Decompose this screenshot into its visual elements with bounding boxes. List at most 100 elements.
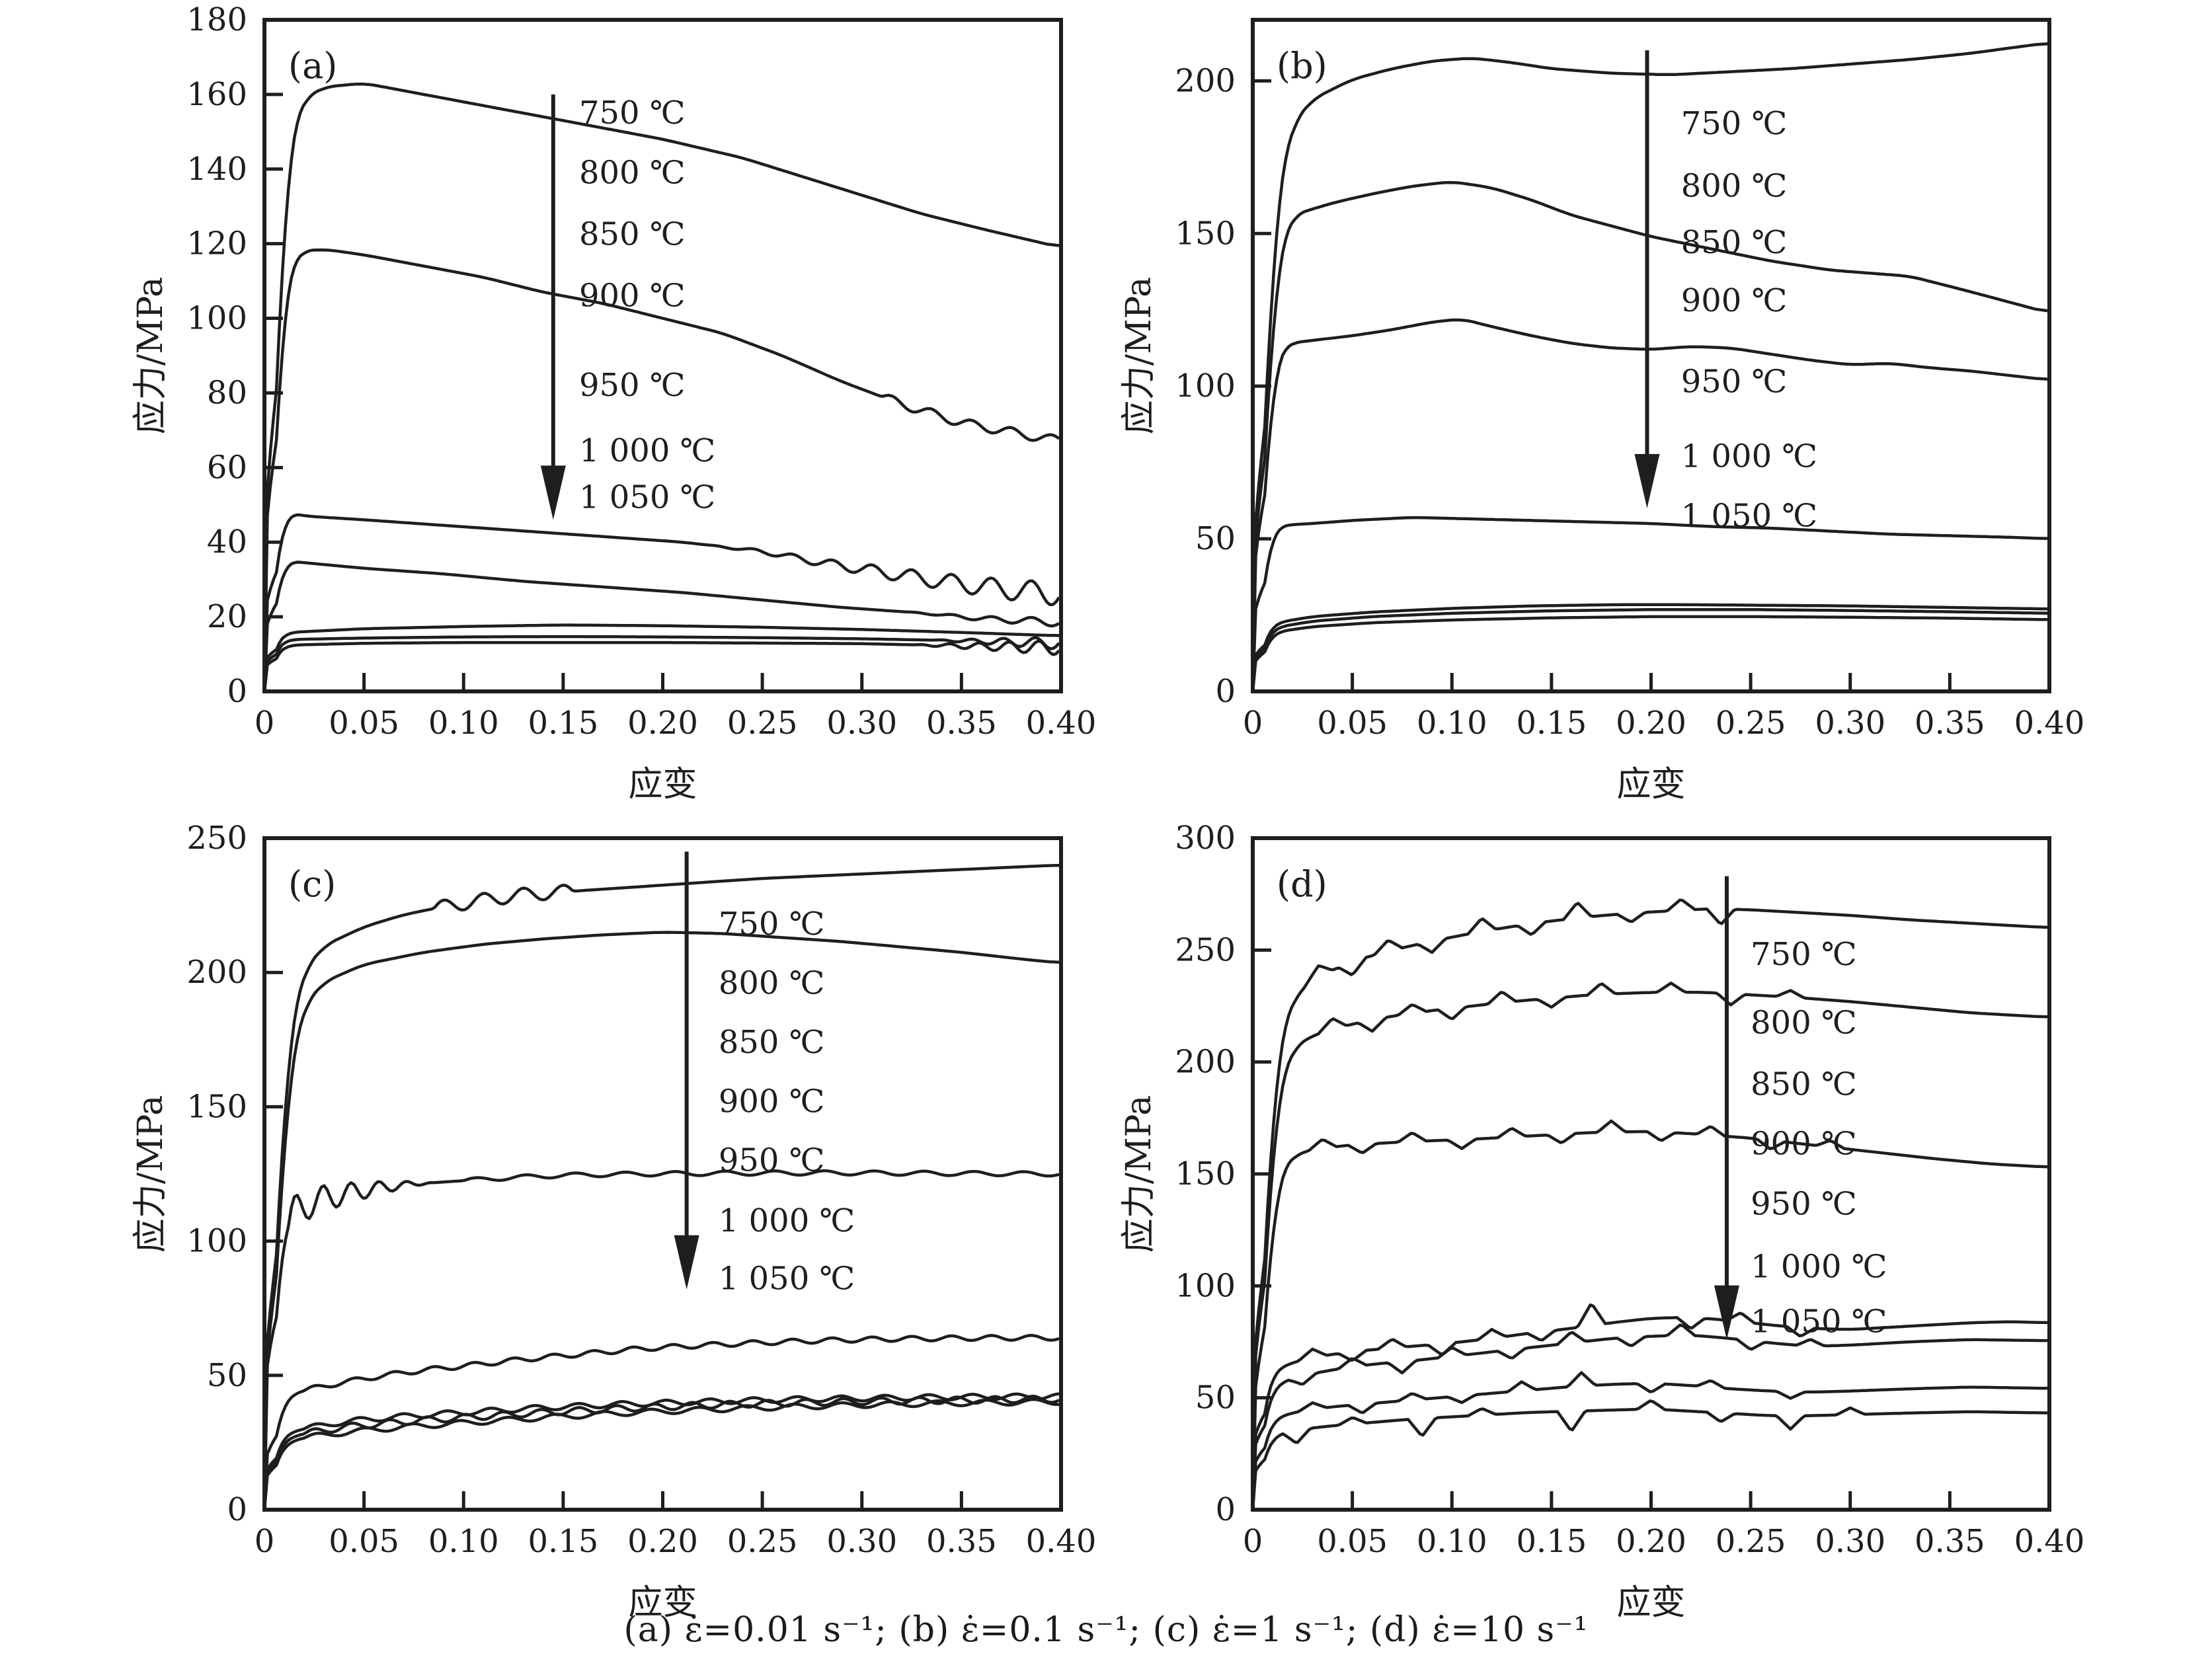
x-tick-label: 0.40 (1026, 1523, 1097, 1560)
x-tick-label: 0.10 (1417, 1523, 1487, 1560)
chart-d-svg: 0 50 100 150 200 250 300 0 0.05 0.10 0.15 0.20 0.25 0… (1119, 824, 2085, 1623)
stress-curve-850C (262, 513, 1060, 692)
x-tick-label: 0.20 (627, 1523, 698, 1560)
temperature-label: 1 000 ℃ (1681, 438, 1817, 475)
x-tick-label: 0.35 (1915, 705, 1985, 742)
stress-curve-850C (262, 1169, 1060, 1510)
temperature-label: 750 ℃ (1751, 936, 1857, 973)
y-tick-label: 100 (1175, 1267, 1236, 1304)
y-tick-label: 150 (1175, 215, 1236, 252)
stress-curve-1000C (262, 635, 1060, 692)
stress-curve-750C (262, 82, 1060, 692)
x-tick-label: 0.40 (1026, 705, 1097, 742)
plot-frame (1251, 18, 2051, 693)
temperature-label: 800 ℃ (1681, 168, 1788, 205)
x-tick-label: 0.35 (926, 1523, 997, 1560)
stress-curve-800C (262, 931, 1060, 1510)
x-tick-label: 0.15 (528, 705, 598, 742)
x-tick-label: 0 (255, 1523, 275, 1560)
y-tick-label: 100 (1175, 368, 1236, 405)
y-tick-label: 180 (186, 5, 247, 38)
y-tick-label: 150 (1175, 1155, 1236, 1192)
y-tick-label: 250 (186, 824, 247, 857)
chart-a-svg: 0 20 40 60 80 100 120 140 160 180 0 0.05 0.10 0.15 0.2… (131, 5, 1097, 804)
y-tick-label: 50 (1195, 1380, 1236, 1417)
x-tick-label: 0.25 (727, 705, 798, 742)
y-tick-label: 40 (207, 524, 247, 561)
y-tick-label: 100 (186, 1223, 247, 1260)
temperature-label: 1 050 ℃ (1681, 497, 1817, 534)
x-tick-label: 0.20 (1616, 705, 1686, 742)
x-tick-label: 0.35 (926, 705, 997, 742)
temperature-label: 750 ℃ (579, 95, 686, 132)
x-tick-label: 0.40 (2014, 1523, 2085, 1560)
stress-curve-950C (1251, 1323, 2047, 1510)
stress-curve-750C (1251, 42, 2048, 692)
plot-frame (1251, 836, 2051, 1512)
x-axis-title: 应变 (628, 765, 697, 804)
panel-b-strain-rate-0.1: 0 50 100 150 200 0 0.05 0.10 0.15 0.20 0.25 0.30 0.3… (1087, 5, 2106, 825)
stress-curve-1000C (1251, 607, 2047, 692)
temperature-label: 950 ℃ (1681, 363, 1788, 400)
x-tick-label: 0.15 (1516, 1523, 1587, 1560)
temperature-arrow-head (674, 1235, 699, 1290)
y-tick-label: 200 (1175, 1044, 1236, 1081)
temperature-label: 850 ℃ (1751, 1066, 1857, 1103)
panel-c-strain-rate-1: 0 50 100 150 200 250 0 0.05 0.10 0.15 0.20 0.25 0.30… (99, 824, 1117, 1643)
panel-letter: (a) (288, 45, 337, 87)
x-tick-label: 0.25 (1716, 705, 1786, 742)
y-tick-label: 200 (186, 954, 247, 991)
stress-curve-750C (1251, 898, 2048, 1510)
temperature-label: 1 050 ℃ (719, 1260, 855, 1297)
x-tick-label: 0.05 (329, 705, 399, 742)
x-tick-label: 0.20 (627, 705, 698, 742)
x-tick-label: 0.10 (428, 705, 499, 742)
temperature-label: 800 ℃ (579, 154, 686, 191)
y-tick-label: 0 (1215, 673, 1236, 710)
x-tick-label: 0.25 (727, 1523, 798, 1560)
temperature-label: 1 000 ℃ (719, 1202, 855, 1239)
stress-curve-800C (262, 248, 1060, 692)
stress-curve-950C (262, 623, 1060, 692)
y-tick-label: 300 (1175, 824, 1236, 857)
temperature-label: 900 ℃ (1751, 1125, 1857, 1162)
stress-curve-900C (1251, 1303, 2048, 1510)
panel-letter: (b) (1277, 45, 1327, 87)
y-tick-label: 50 (207, 1357, 247, 1394)
x-axis-title: 应变 (1616, 1583, 1685, 1623)
y-axis-title: 应力/MPa (131, 277, 171, 434)
y-tick-label: 160 (186, 76, 247, 113)
temperature-label: 950 ℃ (1751, 1186, 1857, 1223)
x-axis-title: 应变 (628, 1583, 697, 1623)
panel-d-strain-rate-10: 0 50 100 150 200 250 300 0 0.05 0.10 0.15 0.20 0.25 0… (1087, 824, 2106, 1643)
temperature-label: 850 ℃ (719, 1024, 825, 1061)
plot-frame (262, 18, 1063, 693)
y-tick-label: 250 (1175, 931, 1236, 968)
stress-curve-750C (262, 863, 1060, 1510)
temperature-label: 800 ℃ (719, 964, 825, 1001)
stress-curve-1050C (262, 639, 1060, 692)
temperature-label: 750 ℃ (1681, 105, 1788, 142)
temperature-arrow-head (540, 465, 566, 520)
stress-curve-900C (262, 1334, 1060, 1510)
temperature-arrow-head (1714, 1285, 1739, 1340)
stress-curve-1050C (1251, 1399, 2047, 1510)
figure-caption: (a) ε̇=0.01 s⁻¹; (b) ε̇=0.1 s⁻¹; (c) ε̇=… (623, 1610, 1589, 1650)
temperature-label: 900 ℃ (719, 1083, 825, 1120)
stress-curve-900C (262, 561, 1060, 692)
y-tick-label: 140 (186, 151, 247, 188)
x-tick-label: 0.30 (826, 705, 897, 742)
x-tick-label: 0.05 (1317, 705, 1388, 742)
temperature-label: 850 ℃ (1681, 224, 1788, 261)
y-tick-label: 60 (207, 449, 247, 486)
y-axis-title: 应力/MPa (131, 1095, 171, 1253)
temperature-label: 1 050 ℃ (579, 479, 715, 516)
x-tick-label: 0.15 (528, 1523, 598, 1560)
temperature-label: 950 ℃ (719, 1142, 825, 1179)
stress-curve-850C (1251, 318, 2048, 692)
panel-letter: (c) (288, 863, 336, 905)
y-tick-label: 80 (207, 374, 247, 411)
y-tick-label: 100 (186, 300, 247, 337)
chart-c-svg: 0 50 100 150 200 250 0 0.05 0.10 0.15 0.20 0.25 0.30… (131, 824, 1097, 1623)
